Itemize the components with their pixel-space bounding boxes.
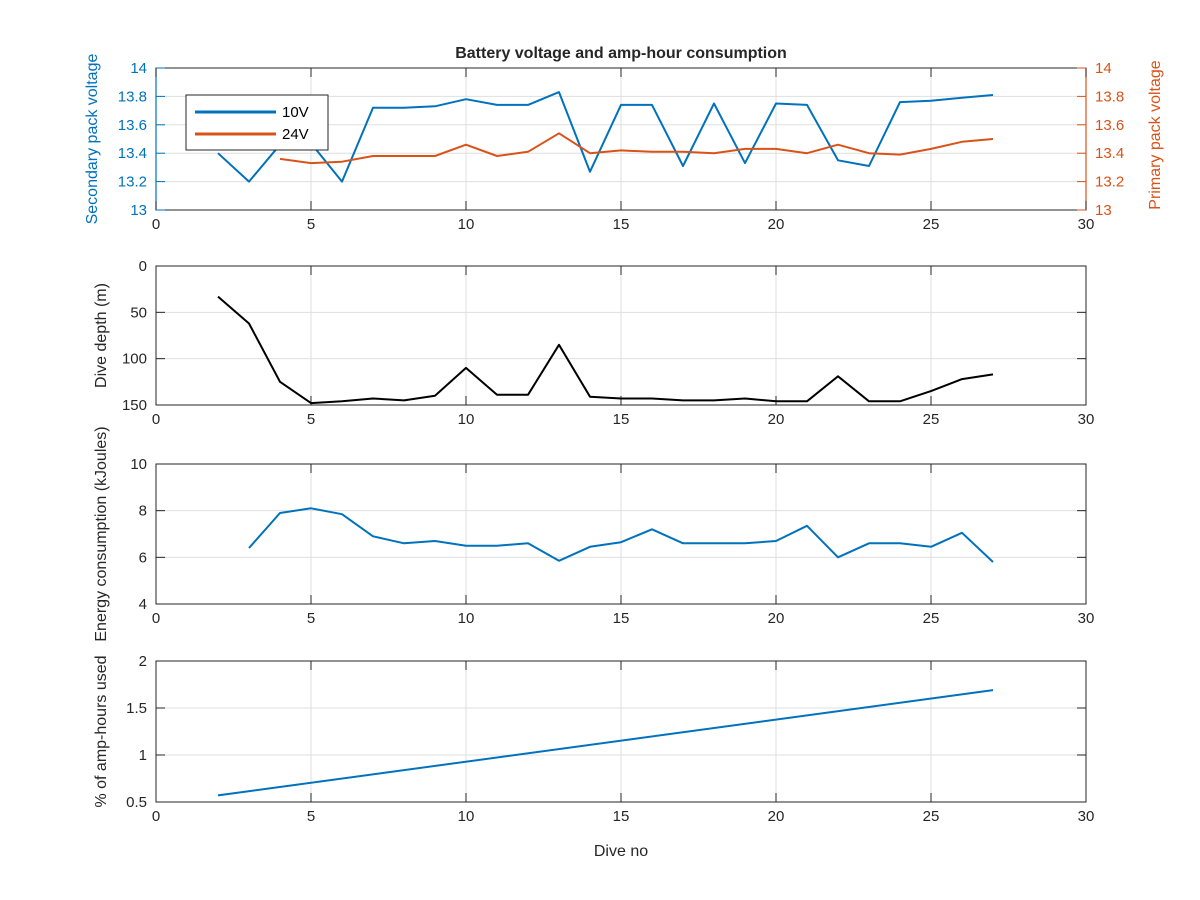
y-axis-label: % of amp-hours used [93,655,110,807]
series-line [217,689,994,797]
y-tick-label: 13.2 [118,174,147,191]
y-axis-label: Dive depth (m) [93,283,110,388]
x-tick-label: 15 [613,808,630,825]
y-tick-label: 8 [139,503,147,520]
y-axis-label: Secondary pack voltage [84,54,101,225]
y-tick-label: 13.4 [118,145,147,162]
series-line-10v [217,91,994,183]
x-tick-label: 30 [1078,610,1095,627]
subplot-1: 0 5 10 15 20 25 301313.213.413.613.8141313.213… [84,45,1164,233]
y-tick-label: 0.5 [126,794,147,811]
y-tick-label: 4 [139,596,147,613]
x-tick-label: 10 [458,808,475,825]
x-tick-label: 25 [923,610,940,627]
x-tick-label: 30 [1078,808,1095,825]
x-tick-label: 20 [768,610,785,627]
y-tick-label: 13 [130,202,147,219]
x-tick-label: 25 [923,808,940,825]
x-tick-label: 5 [307,808,315,825]
subplot-3: 0 5 10 15 20 25 30 4 6 8 10 Energy consumption (kJo… [93,426,1094,641]
y-tick-label: 13.8 [118,88,147,105]
y-axis-label: Energy consumption (kJoules) [93,426,110,641]
x-tick-label: 5 [307,610,315,627]
x-tick-label: 25 [923,411,940,428]
x-tick-label: 0 [152,216,160,233]
x-tick-label: 0 [152,610,160,627]
subplot-2: 0 5 10 15 20 25 30 0 50 100 150 Dive depth (m) [93,258,1094,428]
chart-title: Battery voltage and amp-hour consumption [455,45,787,62]
x-axis-label: Dive no [594,843,648,860]
y-tick-label: 6 [139,549,147,566]
y-tick-label: 13.6 [118,117,147,134]
y-right-tick-label: 13.8 [1095,88,1124,105]
y-right-tick-label: 13.2 [1095,174,1124,191]
x-tick-label: 30 [1078,216,1095,233]
x-tick-label: 20 [768,216,785,233]
legend-entry: 24V [282,126,309,143]
x-tick-label: 10 [458,610,475,627]
x-tick-label: 5 [307,411,315,428]
y-axis-label-right: Primary pack voltage [1147,60,1164,209]
y-tick-label: 2 [139,653,147,670]
y-tick-label: 100 [122,351,147,368]
y-right-tick-label: 13.4 [1095,145,1124,162]
y-tick-label: 150 [122,397,147,414]
x-tick-label: 10 [458,216,475,233]
y-right-tick-label: 13 [1095,202,1112,219]
y-right-tick-label: 13.6 [1095,117,1124,134]
x-tick-label: 0 [152,808,160,825]
legend-entry: 10V [282,104,309,121]
x-tick-label: 15 [613,411,630,428]
series-line-24v [279,132,994,165]
y-tick-label: 14 [130,60,147,77]
x-tick-label: 25 [923,216,940,233]
x-tick-label: 15 [613,216,630,233]
x-tick-label: 10 [458,411,475,428]
series-line [217,295,994,405]
x-tick-label: 30 [1078,411,1095,428]
y-tick-label: 50 [130,304,147,321]
y-tick-label: 10 [130,456,147,473]
x-tick-label: 5 [307,216,315,233]
x-tick-label: 20 [768,411,785,428]
legend-box [185,94,329,151]
y-tick-label: 1 [139,747,147,764]
y-right-tick-label: 14 [1095,60,1112,77]
x-tick-label: 15 [613,610,630,627]
series-line [248,507,994,563]
x-tick-label: 20 [768,808,785,825]
subplot-4: 0 5 10 15 20 25 30 0.5 1 1.5 2 % of amp-hours used D… [93,653,1094,860]
x-tick-label: 0 [152,411,160,428]
y-tick-label: 1.5 [126,700,147,717]
y-tick-label: 0 [139,258,147,275]
